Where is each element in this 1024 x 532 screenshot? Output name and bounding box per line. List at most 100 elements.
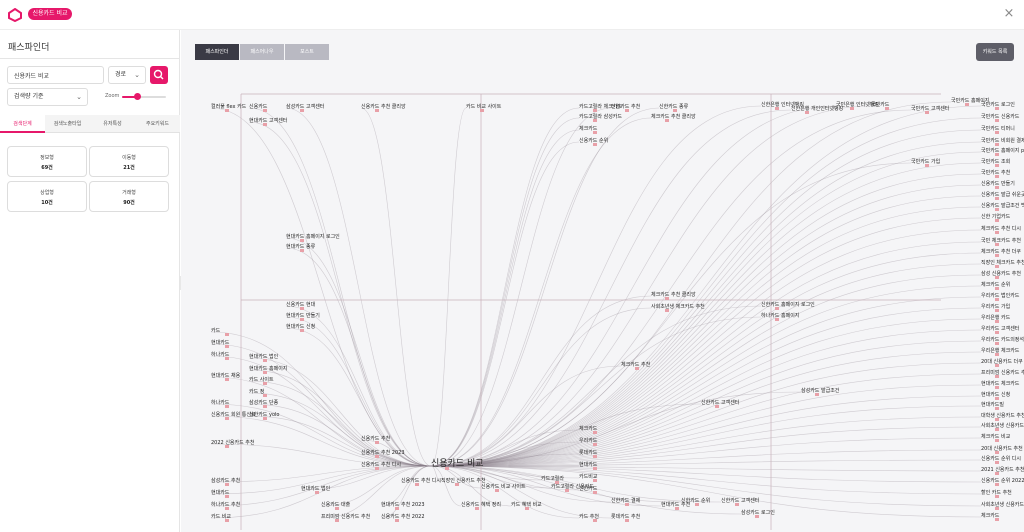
graph-node[interactable]: 신한카드 추천 [611, 103, 641, 112]
graph-node[interactable]: 우리카드 고객센터 [981, 325, 1019, 334]
graph-node[interactable]: 신한 기업카드 [981, 213, 1011, 222]
graph-node[interactable]: 카드 정 [249, 388, 267, 397]
graph-node[interactable]: 현대카드 법인 [301, 485, 331, 494]
graph-node[interactable]: 신용카드 추천 디시 [361, 461, 401, 470]
graph-node[interactable]: 사회초년생 신용카드 추천 [981, 422, 1024, 431]
graph-node[interactable]: 신한카드 yolo [249, 411, 279, 420]
graph-node[interactable]: 카드 비교 [211, 513, 231, 522]
graph-node[interactable]: 삼성카드 로그인 [741, 509, 775, 518]
graph-node[interactable]: 우리은행 카드 [981, 314, 1011, 323]
graph-node[interactable]: 직장인 신용카드 추천 [441, 477, 486, 486]
graph-node[interactable]: 삼성카드 고객센터 [286, 103, 324, 112]
graph-node[interactable]: 체크카드 추천 클리앙 [651, 113, 696, 122]
graph-node[interactable]: 체크카드 [579, 125, 598, 134]
search-button[interactable] [150, 66, 168, 84]
tab-pathfinder[interactable]: 패스파인더 [195, 44, 239, 60]
graph-node[interactable]: 국민카드 홈페이지 pc [981, 147, 1024, 156]
stat-card-informational[interactable]: 정보형 69건 [7, 146, 87, 177]
graph-node[interactable]: 신한카드 순위 [681, 497, 710, 506]
graph-node[interactable]: 삼성카드 발급조건 [801, 387, 840, 396]
stat-card-transactional[interactable]: 거래형 90건 [89, 181, 169, 212]
tab-main-keywords[interactable]: 주요키워드 [145, 121, 169, 127]
graph-node[interactable]: 신한카드 결제 [611, 497, 641, 506]
graph-node[interactable]: 신용카드 발급조건 백수 [981, 202, 1024, 211]
graph-node[interactable]: 우리카드 법인카드 [981, 292, 1020, 301]
graph-node[interactable]: 체크카드 [981, 512, 1000, 521]
graph-node[interactable]: 신용카드 추천 클리앙 [361, 103, 406, 112]
graph-node[interactable]: 삼성카드 추천 [211, 477, 241, 486]
tab-exposure-type[interactable]: 검색노출타입 [53, 121, 82, 127]
graph-node[interactable]: 우리카드 [579, 437, 598, 446]
graph-node[interactable]: 체크카드 순위 [981, 281, 1010, 290]
search-input[interactable] [7, 66, 104, 84]
graph-node[interactable]: 카드 혜택 비교 [511, 501, 542, 510]
graph-node[interactable]: 국민 체크카드 추천 [981, 237, 1021, 246]
graph-node[interactable]: 카드고릴라 신용카드 [551, 483, 594, 492]
graph-node[interactable]: 프리미엄 신용카드 추천 [321, 513, 371, 522]
graph-node[interactable]: 프리미엄 신용카드 추천 [981, 369, 1024, 378]
graph-node[interactable]: 현대카드 신청 [981, 391, 1010, 400]
graph-node[interactable]: 신용카드 혜택 정리 [461, 501, 501, 510]
graph-node[interactable]: 현대카드 체크카드 [981, 380, 1020, 389]
graph-node[interactable]: 하나카드 추천 [211, 501, 241, 510]
graph-node[interactable]: 카드고릴라 삼성카드 [579, 113, 622, 122]
graph-node[interactable]: 신용카드 회원 통신료 [211, 411, 256, 420]
graph-node[interactable]: 국민카드 추천 [981, 169, 1011, 178]
graph-node[interactable]: 현대카드 고객센터 [249, 117, 287, 126]
graph-node[interactable]: 직장인 체크카드 추천 [981, 259, 1024, 268]
graph-node[interactable]: 롯데카드 [579, 449, 598, 458]
graph-node[interactable]: 국민카드 비회원 결제 [981, 137, 1024, 146]
graph-node[interactable]: 신용카드 비교 사이트 [481, 483, 526, 492]
graph-node[interactable]: 국민카드 신용카드 [981, 113, 1020, 122]
graph-node[interactable]: 국민카드 가입 [911, 158, 940, 167]
graph-node[interactable]: 현대카드 홈페이지 로그인 [286, 233, 340, 242]
graph-node[interactable]: 카드고릴라 체크카드 [579, 103, 622, 112]
graph-node[interactable]: 20대 신용카드 추천 [981, 445, 1023, 454]
graph-node[interactable]: 신용카드 [249, 103, 268, 112]
graph-node[interactable]: 신용카드 현대 [286, 301, 316, 310]
graph-node[interactable]: 카드비교 [579, 473, 598, 482]
graph-node[interactable]: 국민카드 로그인 [981, 101, 1015, 110]
graph-node[interactable]: 현대카드 법인 [249, 353, 279, 362]
graph-node[interactable]: 체크카드 비교 [981, 433, 1011, 442]
graph-node[interactable]: 카드 추천 [579, 513, 599, 522]
graph-node[interactable]: 하나카드 [211, 399, 230, 408]
graph-node[interactable]: 국민카드 티머니 [981, 125, 1015, 134]
graph-node[interactable]: 우리카드 카드의정석 포인트 [981, 336, 1024, 345]
graph-node[interactable]: 신용카드 추천 2022 [381, 513, 425, 522]
graph-node[interactable]: 현대카드 추천 2023 [381, 501, 425, 510]
graph-node[interactable]: 사회초년생 체크카드 추천 [651, 303, 705, 312]
graph-node[interactable]: 현대카드 신청 [286, 323, 315, 332]
zoom-slider[interactable] [122, 93, 166, 100]
graph-node[interactable]: 롯데카드 추천 [611, 513, 641, 522]
graph-node[interactable]: 신용카드 비교 [431, 458, 484, 470]
graph-node[interactable]: 사회초년생 신용카드 추천 더쿠 [981, 501, 1024, 510]
graph-node[interactable]: 신한은행 개인인터넷뱅킹 [791, 105, 843, 114]
graph-node[interactable]: 우리카드 가입 [981, 303, 1010, 312]
graph-node[interactable]: 현대카드 채용 [211, 372, 241, 381]
tab-user-traits[interactable]: 유저특성 [103, 121, 122, 127]
graph-node[interactable]: 카드고릴라 [541, 475, 564, 484]
zoom-slider-handle[interactable] [133, 93, 141, 100]
close-icon[interactable]: × [1003, 6, 1015, 21]
graph-node[interactable]: 대학생 신용카드 추천 [981, 412, 1024, 421]
graph-node[interactable]: 체크카드 추천 클리앙 [651, 291, 696, 300]
tab-search-stage[interactable]: 검색단계 [0, 115, 45, 133]
graph-node[interactable]: 우리은행 체크카드 [981, 347, 1020, 356]
graph-node[interactable]: 체크카드 [579, 425, 598, 434]
graph-node[interactable]: 현대카드 홈페이지 [249, 365, 287, 374]
graph-node[interactable]: 현대카드 만들기 [286, 312, 320, 321]
graph-node[interactable]: 국민은행 인터넷뱅킹 [836, 101, 879, 110]
graph-node[interactable]: 국민카드 홈페이지 [951, 97, 989, 106]
tab-post[interactable]: 포스트 [285, 44, 329, 60]
graph-node[interactable]: 국민카드 [871, 101, 890, 110]
graph-node[interactable]: 신용카드 순위 2022 [981, 477, 1024, 486]
graph-node[interactable]: 신한카드 종류 [659, 103, 689, 112]
graph-node[interactable]: 신용카드 순위 [579, 137, 608, 146]
graph-node[interactable]: 신용카드 만들기 [981, 180, 1015, 189]
sort-select[interactable]: 검색량 기준 ⌄ [7, 88, 88, 106]
route-select[interactable]: 경로 ⌄ [108, 66, 146, 84]
graph-node[interactable]: 현대카드빌 [981, 401, 1004, 410]
keyword-list-button[interactable]: 키워드 목록 [976, 43, 1014, 61]
